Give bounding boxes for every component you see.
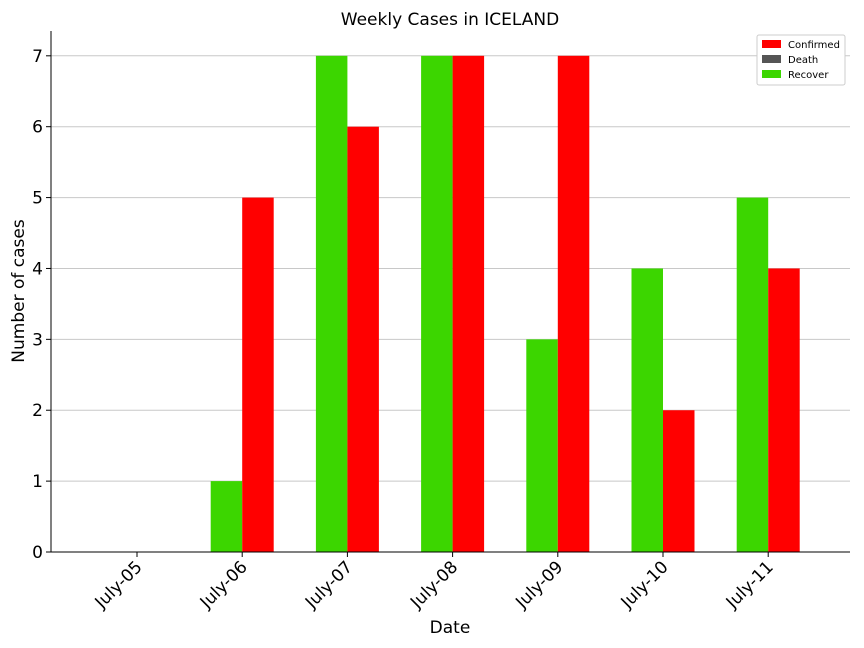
x-tick-label: July-10 [617,557,673,613]
bar-confirmed-july-08 [452,55,485,553]
bar-recover-july-09 [526,339,558,552]
bars [210,55,800,553]
y-ticks: 0 1 2 3 4 5 6 7 [32,47,51,563]
y-tick-label: 6 [32,118,43,138]
y-tick-label: 1 [32,472,43,492]
bar-recover-july-08 [421,55,453,553]
bar-recover-july-07 [315,55,348,553]
legend: Confirmed Death Recover [756,34,846,86]
x-ticks: July-05 July-06 July-07 July-08 July-09 July-… [91,552,778,613]
bar-recover-july-06 [210,481,243,552]
y-tick-label: 0 [32,543,43,563]
legend-swatch-confirmed [762,40,781,48]
axes [50,31,850,553]
x-tick-label: July-06 [196,557,252,613]
x-tick-label: July-09 [511,557,567,613]
legend-label-confirmed: Confirmed [788,40,840,51]
bar-confirmed-july-11 [768,268,800,552]
chart-title: Weekly Cases in ICELAND [341,10,559,30]
bar-recover-july-10 [631,268,663,552]
bar-recover-july-11 [736,197,769,552]
x-tick-label: July-07 [301,557,357,613]
legend-label-death: Death [788,55,818,66]
y-tick-label: 7 [32,47,43,67]
y-tick-label: 4 [32,259,43,279]
y-tick-label: 3 [32,330,43,350]
y-tick-label: 2 [32,401,43,421]
x-tick-label: July-05 [91,557,147,613]
x-tick-label: July-08 [406,557,462,613]
x-axis-label: Date [430,618,471,638]
y-axis-label: Number of cases [9,219,29,363]
bar-confirmed-july-09 [557,55,590,553]
bar-confirmed-july-10 [663,410,695,552]
legend-swatch-death [762,55,781,63]
legend-swatch-recover [762,70,781,78]
bar-confirmed-july-06 [242,197,274,552]
y-tick-label: 5 [32,189,43,209]
legend-label-recover: Recover [788,70,829,81]
bar-confirmed-july-07 [347,126,379,552]
x-tick-label: July-11 [722,557,778,613]
